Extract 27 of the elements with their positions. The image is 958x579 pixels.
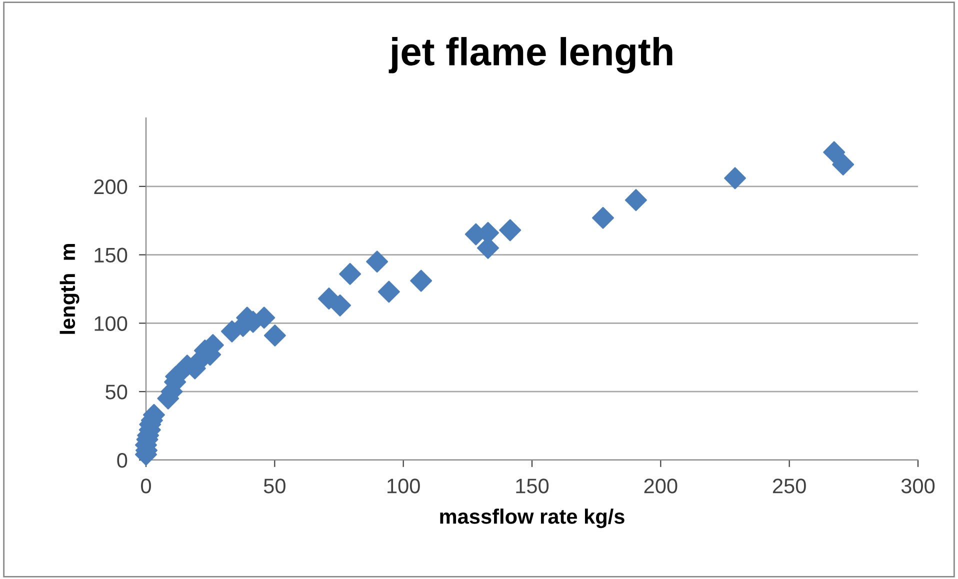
x-tick-label: 100 — [388, 478, 420, 494]
point — [339, 262, 362, 285]
point — [410, 270, 432, 292]
y-tick-label: 150 — [94, 248, 128, 263]
point — [264, 324, 286, 347]
x-tick-label: 250 — [773, 478, 806, 494]
point — [823, 141, 846, 164]
y-tick-label: 0 — [117, 453, 128, 468]
y-tick-label: 50 — [106, 384, 128, 400]
point — [378, 280, 400, 303]
x-tick-label: 50 — [264, 478, 286, 494]
point — [499, 219, 522, 242]
y-axis-title: length m — [60, 244, 80, 334]
y-tick-label: 100 — [94, 316, 128, 331]
point — [366, 250, 388, 273]
point — [832, 154, 854, 176]
x-axis-title: massflow rate kg/s — [440, 508, 624, 528]
x-tick-label: 200 — [644, 478, 678, 494]
x-tick-label: 150 — [516, 478, 549, 494]
x-tick-label: 300 — [901, 478, 935, 494]
point — [592, 206, 614, 229]
x-tick-label: 0 — [141, 478, 151, 494]
point — [724, 167, 746, 190]
y-tick-label: 200 — [94, 179, 128, 194]
chart-title: jet flame length — [388, 37, 672, 74]
point — [624, 189, 647, 212]
point — [318, 288, 340, 310]
